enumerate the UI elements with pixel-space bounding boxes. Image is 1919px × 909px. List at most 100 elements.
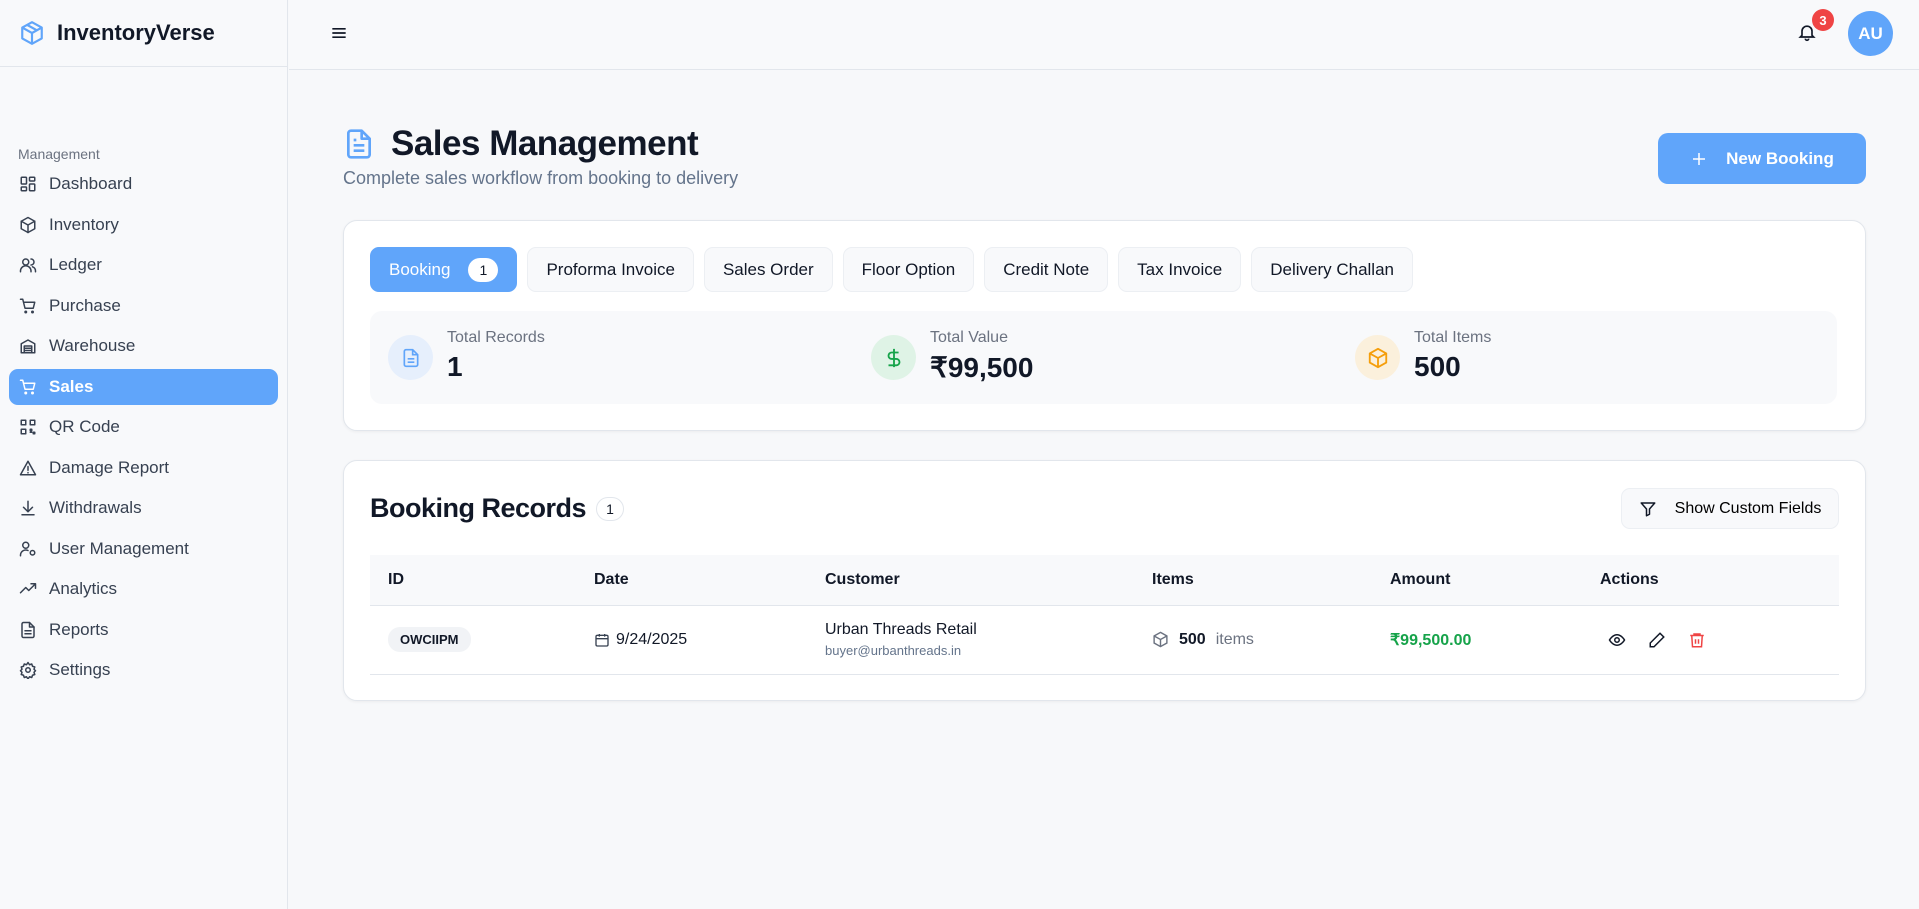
- tab-tax-invoice[interactable]: Tax Invoice: [1118, 247, 1242, 292]
- stat-label: Total Items: [1414, 329, 1492, 346]
- items-count: 500: [1179, 630, 1206, 648]
- sidebar-item-label: Withdrawals: [49, 498, 142, 517]
- file-icon: [21, 621, 35, 638]
- tab-proforma-invoice[interactable]: Proforma Invoice: [527, 247, 694, 292]
- bell-icon: [1798, 25, 1816, 42]
- sidebar-item-label: Warehouse: [49, 336, 136, 355]
- workflow-tabs: Booking 1 Proforma Invoice Sales Order Floor…: [370, 247, 1413, 292]
- stats-panel: Total Records 1 Total Value ₹99,500 Total …: [370, 311, 1837, 404]
- page-header: Sales Management: [343, 124, 699, 164]
- tab-label: Sales Order: [722, 259, 814, 279]
- menu-toggle-button[interactable]: [329, 23, 349, 43]
- sidebar-item-qr-code[interactable]: QR Code: [9, 409, 278, 445]
- document-icon: [403, 348, 418, 367]
- column-header-customer: Customer: [807, 555, 1134, 606]
- top-bar: 3 AU: [289, 0, 1919, 70]
- records-count-badge: 1: [596, 496, 625, 521]
- sidebar: InventoryVerse Management Dashboard Inven…: [0, 0, 288, 909]
- sidebar-item-user-management[interactable]: User Management: [9, 531, 278, 567]
- avatar[interactable]: AU: [1848, 11, 1893, 56]
- notification-badge: 3: [1812, 9, 1834, 31]
- edit-icon[interactable]: [1648, 631, 1666, 649]
- user-cog-icon: [19, 541, 36, 556]
- show-custom-fields-button[interactable]: Show Custom Fields: [1621, 488, 1839, 529]
- new-booking-button[interactable]: New Booking: [1658, 133, 1866, 184]
- app-name: InventoryVerse: [57, 20, 215, 45]
- record-amount: ₹99,500.00: [1390, 631, 1472, 649]
- sidebar-item-label: Damage Report: [49, 457, 170, 477]
- custom-fields-label: Show Custom Fields: [1674, 499, 1822, 517]
- sidebar-item-sales[interactable]: Sales: [9, 368, 278, 405]
- items-unit: items: [1215, 630, 1254, 648]
- notifications-button[interactable]: [1797, 22, 1817, 42]
- download-icon: [21, 500, 35, 516]
- app-logo[interactable]: InventoryVerse: [0, 0, 287, 67]
- stat-value: 1: [447, 351, 463, 382]
- sidebar-item-label: Purchase: [49, 295, 121, 315]
- sidebar-item-label: Dashboard: [49, 174, 133, 193]
- view-icon[interactable]: [1608, 631, 1626, 649]
- tab-sales-order[interactable]: Sales Order: [703, 247, 833, 292]
- tab-floor-option[interactable]: Floor Option: [842, 247, 975, 292]
- record-date: 9/24/2025: [616, 630, 688, 648]
- tab-label: Delivery Challan: [1270, 259, 1394, 279]
- cart-icon: [19, 298, 36, 313]
- trending-icon: [19, 583, 37, 594]
- workflow-card: Booking 1 Proforma Invoice Sales Order Floor…: [343, 220, 1866, 431]
- sidebar-item-dashboard[interactable]: Dashboard: [9, 166, 278, 202]
- qr-icon: [20, 419, 36, 435]
- sidebar-item-label: QR Code: [49, 417, 120, 436]
- stat-total-value: Total Value ₹99,500: [871, 329, 1033, 384]
- sidebar-item-label: Reports: [49, 619, 109, 639]
- tab-label: Proforma Invoice: [546, 259, 675, 279]
- page-title: Sales Management: [391, 124, 699, 163]
- sidebar-item-label: User Management: [49, 538, 189, 558]
- sidebar-item-withdrawals[interactable]: Withdrawals: [9, 490, 278, 526]
- column-header-items: Items: [1134, 555, 1372, 606]
- stat-label: Total Records: [447, 329, 545, 346]
- delete-icon[interactable]: [1688, 631, 1706, 649]
- tab-label: Tax Invoice: [1137, 259, 1223, 279]
- warehouse-icon: [20, 339, 36, 354]
- dollar-icon: [887, 348, 900, 367]
- users-icon: [19, 258, 37, 273]
- stat-value: 500: [1414, 351, 1461, 382]
- tab-booking[interactable]: Booking 1: [370, 247, 518, 292]
- sidebar-item-label: Sales: [49, 376, 94, 396]
- table-row[interactable]: OWCIIPM 9/24/2025 Urban Threads Retail bu…: [370, 605, 1839, 675]
- sidebar-item-reports[interactable]: Reports: [9, 612, 278, 648]
- stat-total-records: Total Records 1: [388, 329, 545, 383]
- stat-value: ₹99,500: [930, 352, 1034, 383]
- cart-icon: [19, 379, 36, 394]
- document-icon: [347, 129, 371, 159]
- customer-email: buyer@urbanthreads.in: [825, 643, 962, 658]
- tab-count-badge: 1: [468, 257, 499, 282]
- sidebar-item-label: Settings: [49, 660, 111, 679]
- sidebar-item-analytics[interactable]: Analytics: [9, 571, 278, 607]
- sidebar-item-settings[interactable]: Settings: [9, 652, 278, 688]
- box-icon: [1153, 631, 1168, 648]
- sidebar-item-warehouse[interactable]: Warehouse: [9, 328, 278, 364]
- column-header-amount: Amount: [1372, 555, 1582, 606]
- box-logo-icon: [21, 21, 43, 45]
- records-header: Booking Records 1: [370, 493, 625, 524]
- sidebar-item-damage-report[interactable]: Damage Report: [9, 450, 278, 486]
- box-icon: [20, 216, 36, 233]
- tab-label: Credit Note: [1003, 259, 1090, 279]
- hamburger-icon: [332, 28, 346, 38]
- tab-delivery-challan[interactable]: Delivery Challan: [1251, 247, 1413, 292]
- records-table: ID Date Customer Items Amount Actions OWCIIPM…: [370, 555, 1839, 675]
- tab-label: Booking: [389, 259, 451, 279]
- sidebar-item-purchase[interactable]: Purchase: [9, 288, 278, 324]
- records-card: Booking Records 1 Show Custom Fields ID D…: [343, 460, 1866, 701]
- column-header-actions: Actions: [1582, 555, 1839, 606]
- stat-total-items: Total Items 500: [1355, 329, 1491, 383]
- stat-label: Total Value: [930, 329, 1008, 346]
- tab-credit-note[interactable]: Credit Note: [984, 247, 1109, 292]
- calendar-icon: [595, 633, 609, 647]
- sidebar-item-inventory[interactable]: Inventory: [9, 207, 278, 243]
- sidebar-item-ledger[interactable]: Ledger: [9, 247, 278, 283]
- warning-icon: [19, 460, 37, 475]
- box-icon: [1368, 347, 1387, 368]
- customer-name: Urban Threads Retail: [825, 621, 977, 638]
